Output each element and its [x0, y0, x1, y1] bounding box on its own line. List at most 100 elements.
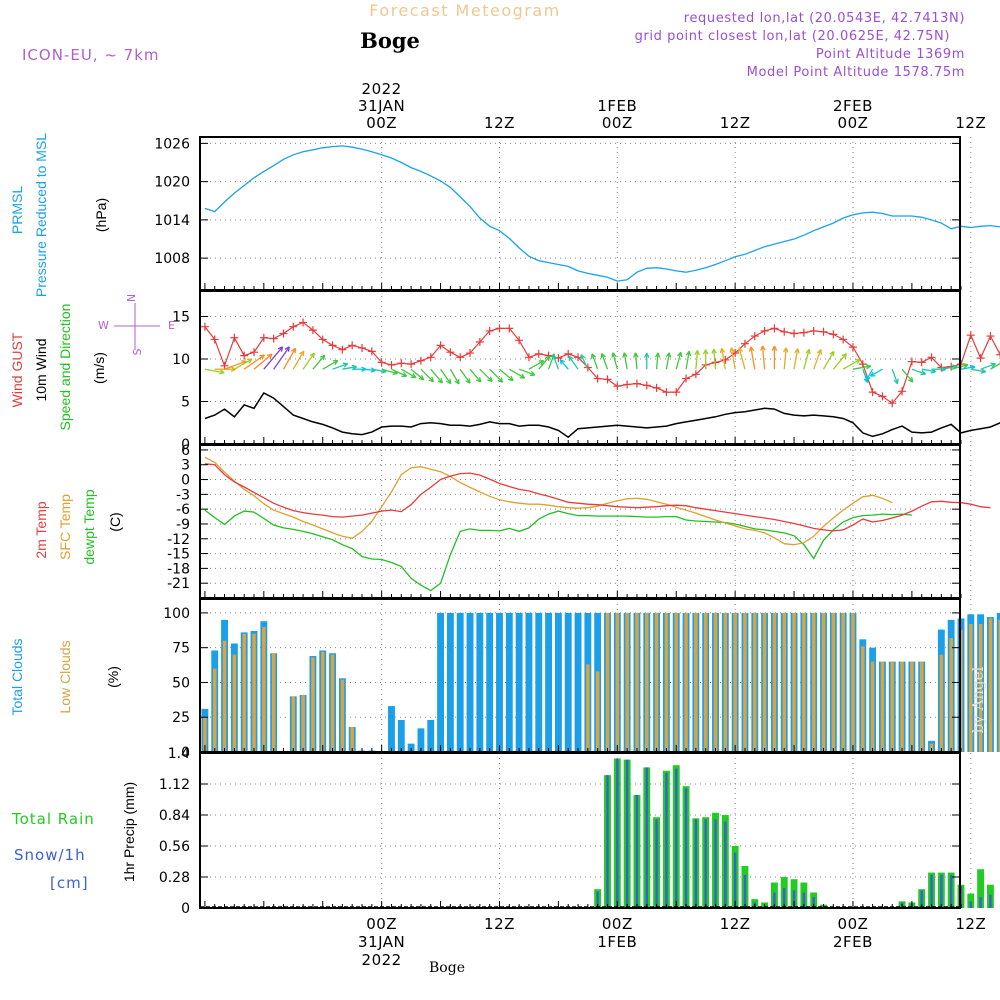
wind-arrow-head — [920, 370, 926, 376]
low-cloud-bar — [890, 661, 895, 752]
gust-marker — [308, 326, 317, 335]
gust-marker — [289, 322, 298, 331]
wind-arrow — [911, 368, 926, 375]
wind-arrow — [601, 353, 609, 370]
snow-bar — [635, 795, 639, 908]
wind-arrow — [381, 368, 398, 375]
low-cloud-bar — [330, 654, 335, 752]
requested-coords: requested lon,lat (20.0543E, 42.7413N) — [684, 11, 965, 26]
low-cloud-bar — [900, 661, 904, 752]
gust-marker — [682, 374, 691, 383]
wind-arrow-head — [299, 350, 305, 357]
gust-marker — [613, 382, 622, 391]
wind-arrow-head — [665, 352, 672, 358]
temp-ytick-label: -18 — [167, 561, 190, 577]
total-cloud-bar — [574, 612, 582, 752]
gust-marker — [230, 333, 239, 342]
wind-arrow-head — [544, 355, 551, 362]
wind-arrow — [761, 345, 766, 370]
low-cloud-bar — [635, 612, 639, 752]
wind-arrow — [921, 368, 936, 373]
temp-ytick-label: -12 — [167, 532, 190, 548]
rain-bar — [967, 893, 975, 908]
low-cloud-bar — [743, 612, 747, 752]
total-cloud-bar — [437, 612, 445, 752]
wind-arrow-head — [508, 375, 514, 382]
gust-line — [204, 321, 1000, 405]
wind-arrow-head — [519, 373, 526, 379]
label-total-clouds: Total Clouds — [9, 638, 25, 715]
snow-bar — [773, 892, 776, 908]
gust-marker — [515, 336, 524, 345]
wind-arrow-head — [962, 363, 969, 369]
total-cloud-bar — [476, 612, 484, 752]
top-time-label: 31JAN — [358, 97, 405, 115]
gust-marker — [927, 353, 936, 362]
wind-arrow-head — [284, 346, 290, 352]
total-cloud-bar — [496, 612, 503, 752]
snow-bar — [812, 896, 815, 908]
gust-marker — [848, 343, 857, 352]
wind-arrow — [960, 366, 976, 370]
snow-bar — [783, 888, 786, 908]
snow-bar — [625, 759, 629, 908]
gust-marker — [250, 348, 259, 357]
compass-n: N — [125, 294, 138, 302]
wind-arrow-head — [829, 350, 835, 357]
gust-marker — [888, 399, 897, 408]
wind-arrow-head — [622, 352, 628, 358]
low-cloud-bar — [684, 612, 688, 752]
wind-ytick-label: 10 — [172, 352, 190, 368]
bottom-time-label: 2022 — [362, 951, 402, 969]
snow-bar — [969, 901, 972, 908]
gust-marker — [436, 341, 445, 350]
low-cloud-bar — [772, 612, 777, 752]
top-time-label: 00Z — [366, 114, 397, 132]
label-pressure-msl: Pressure Reduced to MSL — [33, 133, 49, 297]
label-c: (C) — [107, 512, 123, 531]
snow-bar — [596, 891, 599, 908]
wind-arrow-head — [410, 373, 417, 379]
pressure-frame — [199, 136, 961, 291]
wind-arrow — [469, 368, 482, 383]
label-snow-unit: [cm] — [50, 874, 89, 892]
low-cloud-bar — [919, 661, 924, 752]
gust-marker — [534, 349, 543, 358]
gust-marker — [377, 358, 386, 367]
snow-bar — [724, 821, 727, 908]
gust-marker — [466, 349, 475, 358]
wind-arrow-head — [865, 364, 872, 370]
label-10m-wind: 10m Wind — [33, 338, 49, 401]
bottom-time-label: 12Z — [955, 915, 986, 933]
wind-arrow — [675, 351, 682, 370]
total-cloud-bar — [996, 612, 1000, 752]
low-cloud-bar — [222, 640, 227, 752]
snow-bar — [979, 896, 982, 908]
gust-marker — [299, 318, 308, 327]
wind-arrow — [322, 359, 339, 370]
gust-marker — [367, 347, 376, 356]
gust-marker — [593, 374, 602, 383]
wind-arrow — [695, 350, 699, 370]
gust-marker — [240, 351, 249, 360]
label-wind-gust: Wind GUST — [9, 332, 25, 407]
gust-marker — [632, 379, 641, 388]
low-cloud-bar — [811, 612, 816, 752]
low-cloud-bar — [242, 633, 246, 752]
low-cloud-bar — [949, 637, 953, 752]
low-cloud-bar — [753, 612, 757, 752]
low-cloud-bar — [212, 668, 217, 752]
label-speed-direction: Speed and Direction — [57, 304, 73, 431]
wind-arrow — [580, 354, 589, 370]
wind-arrow — [665, 352, 670, 370]
wind-arrow-head — [702, 349, 709, 355]
wind-arrow-head — [291, 347, 297, 354]
gust-marker — [780, 327, 789, 336]
wind-arrow-head — [729, 347, 735, 353]
wind-ytick-label: 0 — [181, 437, 190, 453]
wind-arrow — [430, 368, 443, 384]
gust-marker — [495, 324, 504, 333]
top-time-label: 12Z — [484, 114, 515, 132]
gust-marker — [358, 343, 367, 352]
wind-arrow-head — [219, 369, 225, 375]
